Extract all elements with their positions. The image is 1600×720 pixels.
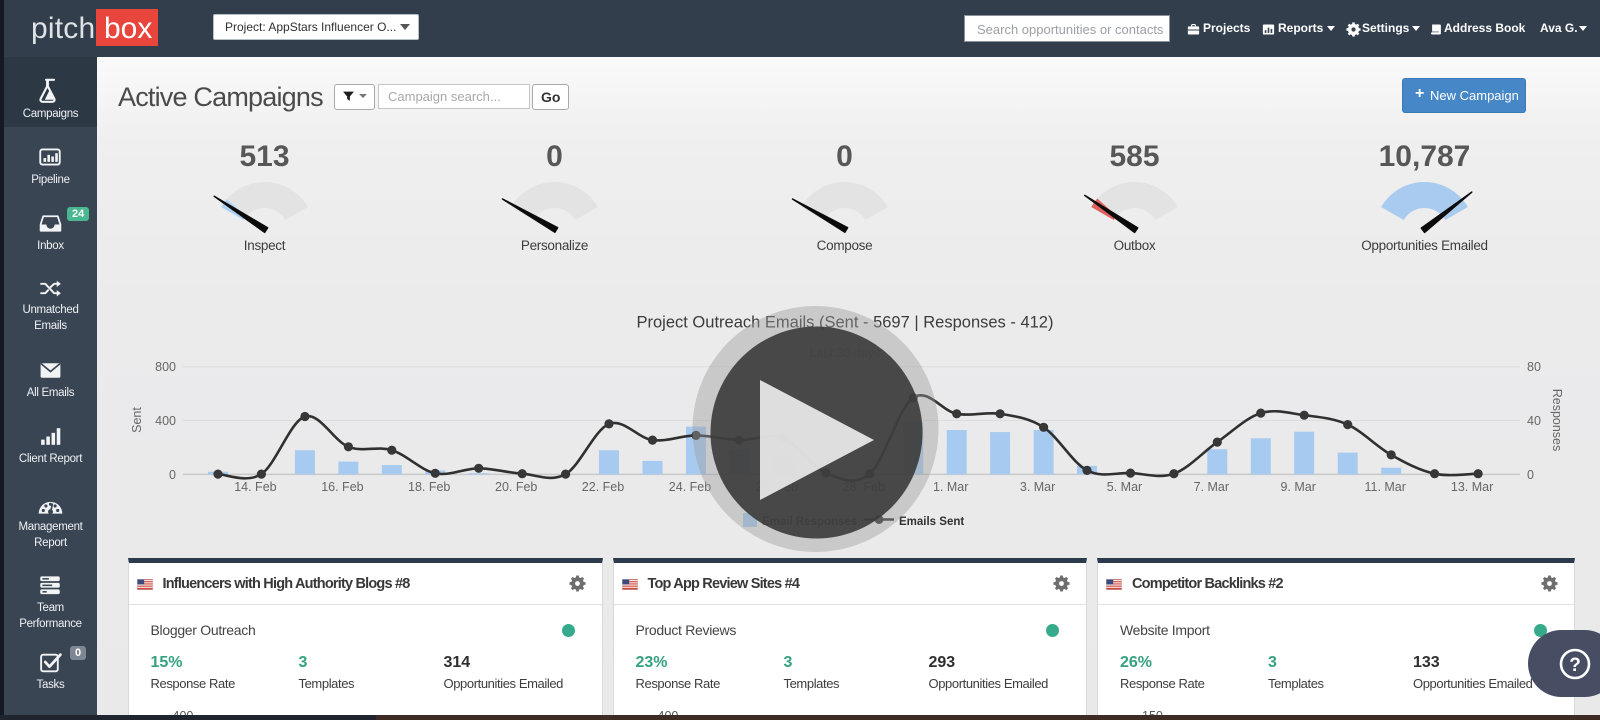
svg-text:13. Mar: 13. Mar: [1451, 480, 1493, 494]
svg-text:585: 585: [1109, 140, 1159, 173]
svg-text:10,787: 10,787: [1379, 140, 1471, 173]
svg-text:16. Feb: 16. Feb: [321, 480, 363, 494]
svg-text:11. Mar: 11. Mar: [1364, 480, 1405, 494]
svg-text:40: 40: [1527, 414, 1541, 428]
svg-text:1. Mar: 1. Mar: [933, 480, 968, 494]
svg-text:Compose: Compose: [817, 238, 873, 253]
svg-text:Opportunities Emailed: Opportunities Emailed: [1361, 238, 1488, 253]
svg-text:0: 0: [836, 140, 853, 173]
svg-text:513: 513: [239, 140, 289, 173]
svg-text:0: 0: [169, 468, 176, 482]
svg-text:7. Mar: 7. Mar: [1194, 480, 1229, 494]
svg-text:Sent: Sent: [130, 407, 144, 433]
svg-text:Project Outreach Emails (Sent: Project Outreach Emails (Sent - 5697 | R…: [637, 314, 1054, 332]
svg-text:Outbox: Outbox: [1114, 238, 1156, 253]
svg-text:5. Mar: 5. Mar: [1107, 480, 1142, 494]
svg-text:Inspect: Inspect: [244, 238, 286, 253]
svg-text:400: 400: [155, 414, 176, 428]
svg-text:?: ?: [1569, 655, 1581, 676]
svg-text:22. Feb: 22. Feb: [582, 480, 624, 494]
svg-text:800: 800: [155, 360, 176, 374]
svg-text:14. Feb: 14. Feb: [234, 480, 276, 494]
svg-text:3. Mar: 3. Mar: [1020, 480, 1055, 494]
svg-text:0: 0: [546, 140, 563, 173]
svg-text:24. Feb: 24. Feb: [669, 480, 711, 494]
svg-text:Emails Sent: Emails Sent: [899, 516, 964, 528]
svg-text:9. Mar: 9. Mar: [1280, 480, 1315, 494]
svg-text:Personalize: Personalize: [521, 238, 588, 253]
svg-text:80: 80: [1527, 360, 1541, 374]
svg-text:18. Feb: 18. Feb: [408, 480, 450, 494]
svg-text:Responses: Responses: [1550, 389, 1564, 452]
svg-text:20. Feb: 20. Feb: [495, 480, 537, 494]
svg-text:0: 0: [1527, 468, 1534, 482]
